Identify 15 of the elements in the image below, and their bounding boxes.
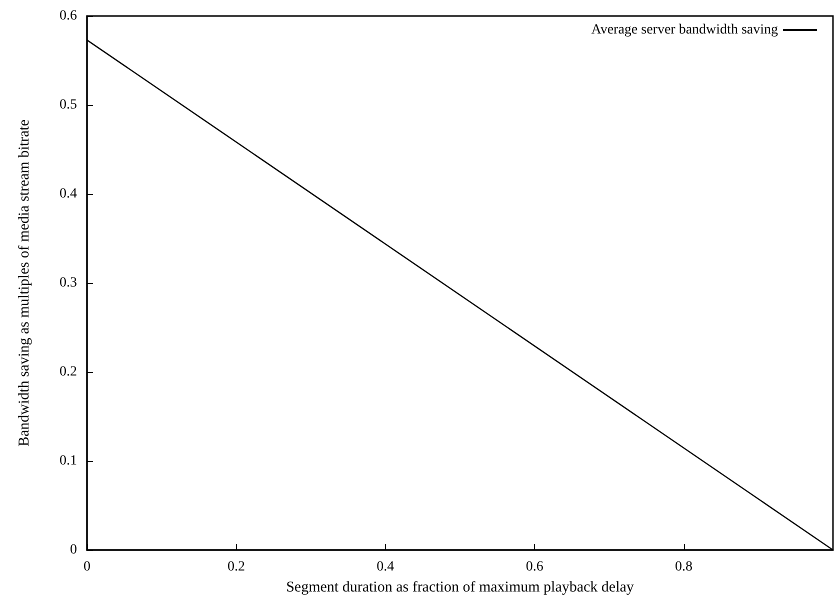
x-tick-label: 0.6 (526, 560, 544, 574)
y-tick-label: 0.4 (60, 186, 77, 202)
x-tick-label: 0 (84, 560, 90, 574)
y-tick-label: 0 (70, 542, 77, 558)
y-tick-label: 0.2 (60, 364, 77, 380)
y-tick-label: 0.1 (60, 454, 77, 468)
x-tick-label: 0.4 (376, 560, 394, 574)
y-axis-title: Bandwidth saving as multiples of media stream bitrate (16, 119, 32, 447)
x-tick-label: 0.8 (675, 560, 693, 574)
y-tick-label: 0.6 (60, 8, 77, 24)
y-tick-label: 0.3 (60, 276, 77, 290)
legend-label: Average server bandwidth saving (591, 22, 778, 38)
x-axis-title: Segment duration as fraction of maximum playback delay (286, 580, 634, 596)
x-tick-label: 0.2 (227, 560, 245, 574)
y-tick-label: 0.5 (60, 98, 77, 112)
